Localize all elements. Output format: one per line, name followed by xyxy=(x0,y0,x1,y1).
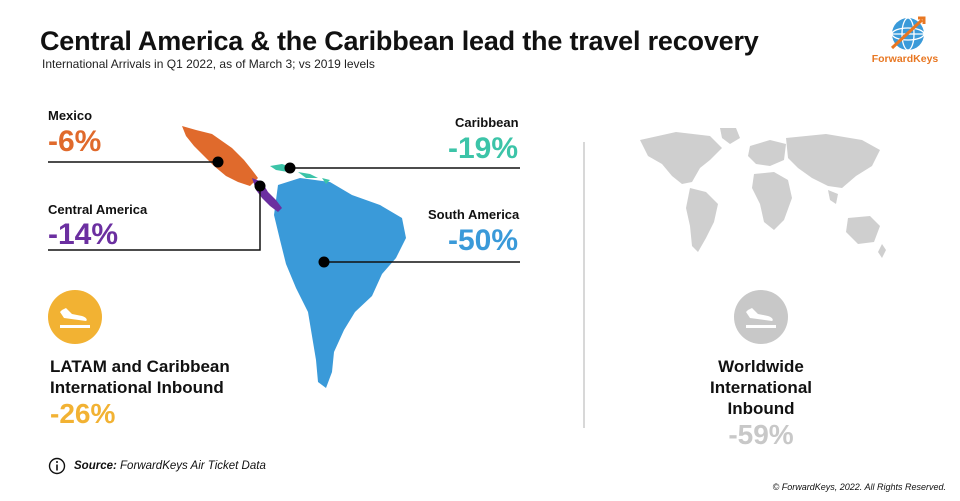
worldwide-badge xyxy=(734,290,788,344)
mexico-shape xyxy=(182,126,258,186)
latam-inbound-line2: International Inbound xyxy=(50,378,224,397)
south-america-shape xyxy=(274,178,406,388)
central-america-dot xyxy=(254,180,266,192)
source-label: Source: xyxy=(74,460,117,472)
central-america-connector xyxy=(48,186,261,251)
copyright: © ForwardKeys, 2022. All Rights Reserved… xyxy=(772,482,946,492)
caribbean-shape-3 xyxy=(322,178,330,184)
mexico-dot xyxy=(212,156,224,168)
page-title: Central America & the Caribbean lead the… xyxy=(40,26,759,56)
worldwide-value: -59% xyxy=(728,419,794,450)
plane-landing-icon xyxy=(60,308,90,328)
caribbean-label: Caribbean xyxy=(455,115,519,130)
source-note: Source: ForwardKeys Air Ticket Data xyxy=(74,460,266,472)
mexico-label: Mexico xyxy=(48,108,93,123)
central-america-label: Central America xyxy=(48,202,148,217)
central-america-value: -14% xyxy=(48,218,119,251)
south-america-value: -50% xyxy=(448,224,519,257)
south-america-label: South America xyxy=(428,207,520,222)
latam-inbound-line1: LATAM and Caribbean xyxy=(50,357,230,376)
worldwide-line2: International xyxy=(709,378,812,397)
globe-logo-icon xyxy=(890,16,926,51)
plane-landing-icon xyxy=(746,308,776,328)
info-icon xyxy=(48,457,66,475)
caribbean-dot xyxy=(284,162,296,174)
world-map xyxy=(640,128,886,258)
caribbean-shape-2 xyxy=(298,172,318,178)
mexico-value: -6% xyxy=(48,125,102,158)
worldwide-line1: Worldwide xyxy=(718,357,804,376)
latam-badge xyxy=(48,290,102,344)
latam-inbound-value: -26% xyxy=(50,398,116,429)
brand-name: ForwardKeys xyxy=(871,53,939,65)
source-text: ForwardKeys Air Ticket Data xyxy=(120,460,266,472)
south-america-dot xyxy=(318,256,330,268)
caribbean-value: -19% xyxy=(448,132,519,165)
worldwide-line3: Inbound xyxy=(727,399,795,418)
page-subtitle: International Arrivals in Q1 2022, as of… xyxy=(42,57,375,71)
